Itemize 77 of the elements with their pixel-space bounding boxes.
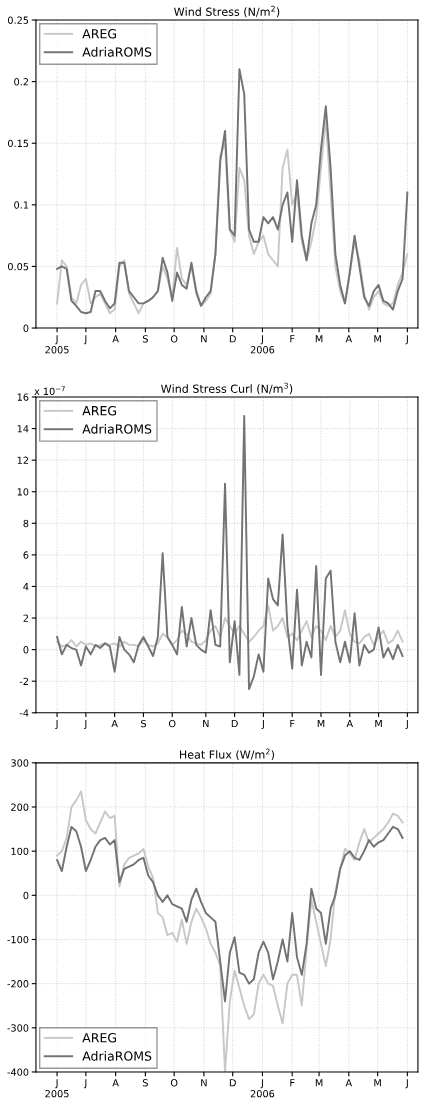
x-tick-label: D — [229, 1079, 236, 1087]
x-tick-label: J — [405, 335, 408, 345]
y-tick-label: -400 — [7, 1068, 29, 1076]
x-tick-label: S — [141, 719, 146, 728]
x-tick-label: J — [261, 720, 264, 730]
y-tick-label: -4 — [19, 709, 29, 717]
y-tick-label: 0.15 — [8, 139, 29, 148]
x-tick-label: A — [346, 720, 354, 728]
x-tick-label: M — [315, 1079, 323, 1087]
legend-label: AREG — [82, 1032, 116, 1043]
x-tick-label: J — [83, 720, 87, 730]
x-tick-label: J 2005 — [45, 1079, 69, 1098]
y-tick-label: 4 — [23, 583, 29, 591]
x-tick-label: O — [170, 335, 178, 343]
y-tick-label: 0.2 — [14, 78, 29, 86]
x-tick-label: M — [315, 335, 323, 343]
y-tick-label: 2 — [23, 614, 29, 622]
x-tick-label: A — [112, 335, 119, 343]
y-tick-label: 300 — [11, 759, 29, 767]
x-tick-label: M — [375, 720, 382, 728]
y-tick-label: 0 — [23, 324, 29, 332]
y-tick-label: 200 — [11, 803, 29, 811]
x-tick-label: F — [290, 720, 295, 728]
y-tick-label: 8 — [23, 519, 29, 528]
x-tick-label: A — [345, 335, 353, 343]
legend-label: AdriaROMS — [82, 1051, 152, 1061]
y-tick-label: -200 — [7, 980, 29, 988]
y-tick-label: -300 — [7, 1024, 29, 1032]
x-tick-label: N — [203, 720, 209, 728]
legend-label: AREG — [82, 28, 116, 39]
y-tick-label: 0.05 — [8, 262, 29, 271]
x-tick-label: M — [374, 1079, 381, 1087]
x-tick-label: J 2005 — [45, 335, 69, 354]
x-tick-label: A — [345, 1079, 353, 1087]
line-series — [56, 825, 404, 1003]
x-tick-label: M — [317, 720, 325, 728]
y-tick-label: -2 — [19, 677, 29, 685]
text: x 10$^{−7}$ — [34, 386, 65, 396]
y-tick-label: 0.1 — [14, 201, 29, 209]
x-tick-label: O — [168, 719, 176, 728]
chart-title: Wind Stress (N/m$^{2}$) — [174, 5, 280, 18]
x-tick-label: J — [55, 720, 58, 730]
y-tick-label: 16 — [17, 393, 29, 401]
y-tick-label: 0 — [23, 646, 29, 654]
y-tick-label: 14 — [17, 425, 29, 433]
x-tick-label: N — [201, 1079, 207, 1087]
x-tick-label: S — [142, 1079, 148, 1087]
x-tick-label: O — [170, 1079, 178, 1087]
x-tick-label: J 2006 — [250, 335, 275, 354]
x-tick-label: D — [229, 335, 236, 343]
line-series — [56, 68, 409, 315]
legend-label: AdriaROMS — [82, 424, 152, 434]
x-tick-label: A — [112, 1079, 119, 1087]
x-tick-label: F — [290, 335, 295, 343]
y-tick-label: 0 — [23, 891, 29, 900]
y-tick-label: 0.25 — [8, 16, 29, 24]
x-tick-label: D — [231, 720, 238, 728]
chart-title: Wind Stress Curl (N/m$^{3}$) — [161, 382, 293, 395]
y-tick-label: 10 — [17, 488, 29, 496]
y-tick-label: -100 — [7, 935, 29, 944]
y-tick-label: 100 — [11, 847, 29, 855]
x-tick-label: J 2006 — [250, 1079, 275, 1098]
x-tick-label: J — [83, 1079, 87, 1089]
x-tick-label: J — [405, 720, 408, 730]
x-tick-label: S — [142, 335, 148, 343]
chart-title: Heat Flux (W/m$^{2}$) — [179, 748, 275, 761]
x-tick-label: N — [201, 335, 207, 343]
y-tick-label: 6 — [23, 551, 29, 559]
x-tick-label: A — [111, 720, 118, 728]
line-series — [56, 414, 404, 691]
x-tick-label: J — [405, 1079, 408, 1089]
y-tick-label: 12 — [17, 456, 29, 464]
legend-label: AdriaROMS — [82, 47, 152, 57]
x-tick-label: J — [83, 335, 87, 345]
x-tick-label: M — [374, 335, 381, 343]
x-tick-label: F — [290, 1079, 295, 1087]
legend-label: AREG — [82, 405, 116, 416]
